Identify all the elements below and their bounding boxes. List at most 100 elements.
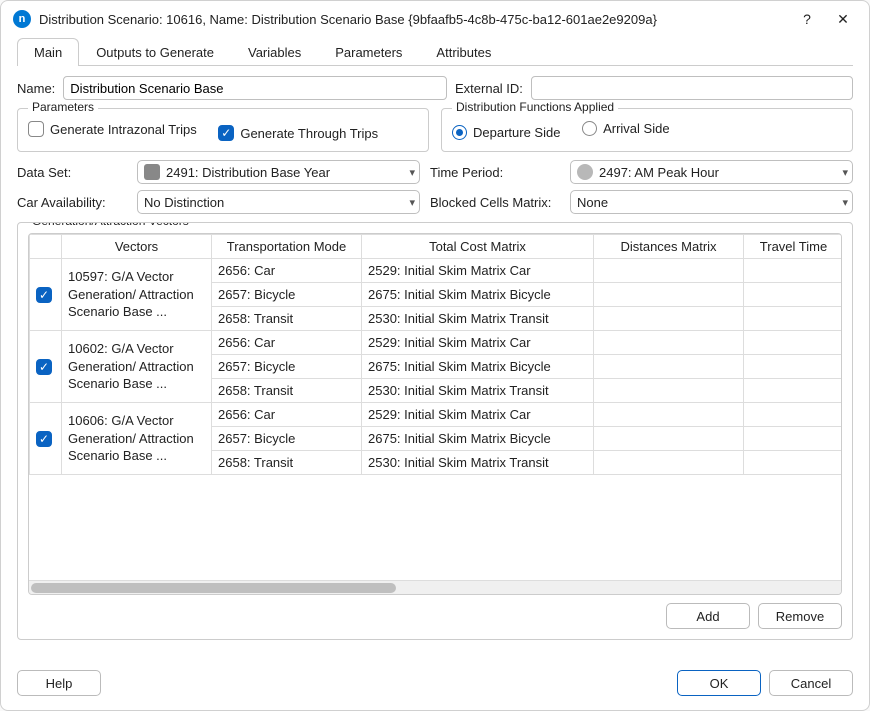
mode-cell: 2658: Transit (212, 451, 362, 475)
checkbox-box-icon (28, 121, 44, 137)
parameters-panel: Parameters Generate Intrazonal Trips ✓ G… (17, 108, 429, 152)
col-mode: Transportation Mode (212, 235, 362, 259)
time-cell (744, 427, 842, 451)
chevron-down-icon: ▾ (409, 166, 415, 179)
generate-intrazonal-checkbox[interactable]: Generate Intrazonal Trips (28, 121, 197, 137)
col-time: Travel Time (744, 235, 842, 259)
tab-variables[interactable]: Variables (231, 38, 318, 66)
dist-cell (594, 379, 744, 403)
horizontal-scrollbar[interactable] (29, 580, 841, 594)
ok-button[interactable]: OK (677, 670, 761, 696)
close-icon[interactable]: ✕ (829, 9, 857, 29)
row-check-cell[interactable]: ✓ (30, 403, 62, 475)
dist-cell (594, 451, 744, 475)
dist-cell (594, 283, 744, 307)
cost-cell: 2530: Initial Skim Matrix Transit (362, 307, 594, 331)
table-row[interactable]: ✓10597: G/A Vector Generation/ Attractio… (30, 259, 842, 283)
clock-icon (577, 164, 593, 180)
cost-cell: 2529: Initial Skim Matrix Car (362, 331, 594, 355)
generate-through-checkbox[interactable]: ✓ Generate Through Trips (218, 125, 378, 141)
time-period-combo[interactable]: 2497: AM Peak Hour ▾ (570, 160, 853, 184)
time-cell (744, 355, 842, 379)
help-icon[interactable]: ? (793, 9, 821, 29)
parameters-legend: Parameters (28, 100, 98, 114)
window-title: Distribution Scenario: 10616, Name: Dist… (39, 12, 785, 27)
dialog-footer: Help OK Cancel (1, 660, 869, 710)
departure-side-label: Departure Side (473, 125, 560, 140)
car-availability-combo[interactable]: No Distinction ▾ (137, 190, 420, 214)
external-id-label: External ID: (455, 81, 523, 96)
table-row[interactable]: ✓10602: G/A Vector Generation/ Attractio… (30, 331, 842, 355)
tab-attributes[interactable]: Attributes (419, 38, 508, 66)
dist-cell (594, 259, 744, 283)
name-row: Name: External ID: (17, 76, 853, 100)
blocked-cells-value: None (577, 195, 836, 210)
name-input[interactable] (63, 76, 447, 100)
arrival-side-label: Arrival Side (603, 121, 669, 136)
checkbox-box-icon: ✓ (36, 287, 52, 303)
checkbox-box-icon: ✓ (218, 125, 234, 141)
dataset-icon (144, 164, 160, 180)
mode-cell: 2658: Transit (212, 379, 362, 403)
tab-outputs-to-generate[interactable]: Outputs to Generate (79, 38, 231, 66)
car-availability-value: No Distinction (144, 195, 403, 210)
table-header-row: Vectors Transportation Mode Total Cost M… (30, 235, 842, 259)
mode-cell: 2657: Bicycle (212, 355, 362, 379)
cancel-button[interactable]: Cancel (769, 670, 853, 696)
external-id-input[interactable] (531, 76, 853, 100)
chevron-down-icon: ▾ (409, 196, 415, 209)
generate-intrazonal-label: Generate Intrazonal Trips (50, 122, 197, 137)
time-cell (744, 283, 842, 307)
data-set-combo[interactable]: 2491: Distribution Base Year ▾ (137, 160, 420, 184)
time-period-label: Time Period: (430, 165, 560, 180)
vector-cell: 10602: G/A Vector Generation/ Attraction… (62, 331, 212, 403)
dist-cell (594, 307, 744, 331)
col-dist: Distances Matrix (594, 235, 744, 259)
settings-grid: Data Set: 2491: Distribution Base Year ▾… (17, 160, 853, 214)
cost-cell: 2530: Initial Skim Matrix Transit (362, 451, 594, 475)
chevron-down-icon: ▾ (842, 166, 848, 179)
radio-box-icon (452, 125, 467, 140)
row-check-cell[interactable]: ✓ (30, 259, 62, 331)
panels-row: Parameters Generate Intrazonal Trips ✓ G… (17, 108, 853, 160)
tab-main[interactable]: Main (17, 38, 79, 66)
col-vectors: Vectors (62, 235, 212, 259)
checkbox-box-icon: ✓ (36, 431, 52, 447)
help-button[interactable]: Help (17, 670, 101, 696)
vectors-tbody: ✓10597: G/A Vector Generation/ Attractio… (30, 259, 842, 475)
vectors-table: Vectors Transportation Mode Total Cost M… (29, 234, 841, 475)
mode-cell: 2656: Car (212, 403, 362, 427)
vector-cell: 10597: G/A Vector Generation/ Attraction… (62, 259, 212, 331)
vectors-table-scroll[interactable]: Vectors Transportation Mode Total Cost M… (29, 234, 841, 580)
add-button[interactable]: Add (666, 603, 750, 629)
time-cell (744, 379, 842, 403)
chevron-down-icon: ▾ (842, 196, 848, 209)
mode-cell: 2656: Car (212, 259, 362, 283)
scrollbar-thumb[interactable] (31, 583, 396, 593)
tab-bar: MainOutputs to GenerateVariablesParamete… (17, 37, 853, 66)
time-cell (744, 451, 842, 475)
arrival-side-radio[interactable]: Arrival Side (582, 121, 669, 136)
remove-button[interactable]: Remove (758, 603, 842, 629)
blocked-cells-combo[interactable]: None ▾ (570, 190, 853, 214)
col-check (30, 235, 62, 259)
mode-cell: 2657: Bicycle (212, 283, 362, 307)
name-label: Name: (17, 81, 55, 96)
blocked-cells-label: Blocked Cells Matrix: (430, 195, 560, 210)
table-row[interactable]: ✓10606: G/A Vector Generation/ Attractio… (30, 403, 842, 427)
mode-cell: 2658: Transit (212, 307, 362, 331)
time-cell (744, 403, 842, 427)
row-check-cell[interactable]: ✓ (30, 331, 62, 403)
titlebar: n Distribution Scenario: 10616, Name: Di… (1, 1, 869, 37)
mode-cell: 2656: Car (212, 331, 362, 355)
col-cost: Total Cost Matrix (362, 235, 594, 259)
cost-cell: 2529: Initial Skim Matrix Car (362, 259, 594, 283)
tab-parameters[interactable]: Parameters (318, 38, 419, 66)
cost-cell: 2529: Initial Skim Matrix Car (362, 403, 594, 427)
generate-through-label: Generate Through Trips (240, 126, 378, 141)
time-cell (744, 307, 842, 331)
departure-side-radio[interactable]: Departure Side (452, 125, 560, 140)
cost-cell: 2675: Initial Skim Matrix Bicycle (362, 427, 594, 451)
mode-cell: 2657: Bicycle (212, 427, 362, 451)
vectors-buttons: Add Remove (28, 603, 842, 629)
